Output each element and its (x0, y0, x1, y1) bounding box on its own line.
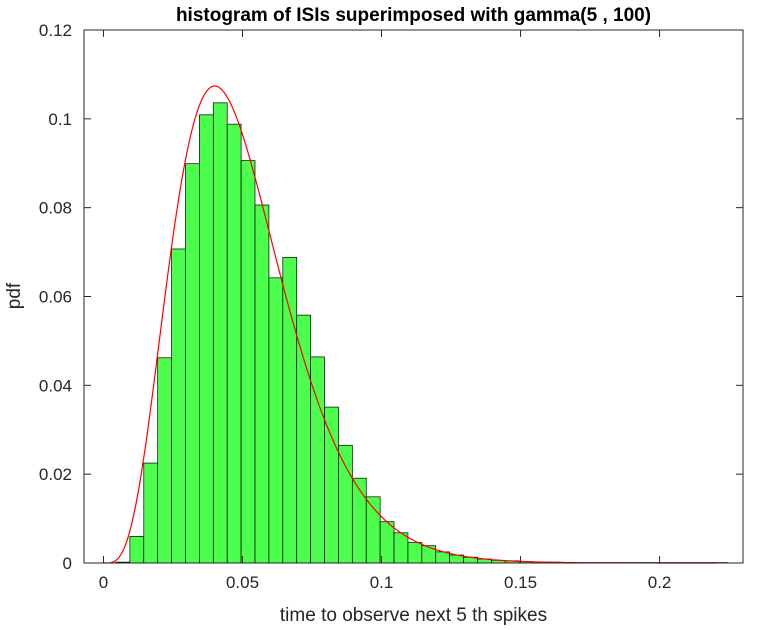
y-axis-label: pdf (4, 282, 25, 309)
histogram-bar (171, 248, 186, 564)
histogram-bar (157, 357, 172, 564)
histogram-bar (212, 102, 228, 564)
histogram-bar (296, 314, 311, 564)
histogram-bar (407, 542, 423, 564)
y-axis-ticks: 0 0.02 0.04 0.06 0.08 0.1 0.12 (39, 21, 743, 573)
histogram-bar (254, 204, 270, 564)
histogram-bar (421, 545, 437, 564)
histogram-bar (268, 277, 284, 564)
x-axis-ticks: 0 0.05 0.1 0.15 0.2 (99, 30, 672, 592)
histogram-bar (435, 551, 450, 564)
histogram-bar (379, 521, 395, 564)
x-axis-label: time to observe next 5 th spikes (280, 605, 547, 626)
histogram-bar (226, 123, 242, 564)
histogram-bar (240, 160, 256, 564)
histogram-bar (143, 462, 159, 564)
y-tick-label: 0.06 (39, 288, 72, 307)
y-tick-label: 0 (63, 554, 72, 573)
histogram-bar (129, 535, 145, 564)
histogram-bar (185, 163, 200, 564)
histogram-bar (365, 496, 381, 564)
x-tick-label: 0.05 (226, 573, 259, 592)
x-tick-label: 0.2 (648, 573, 672, 592)
histogram-bar (282, 257, 298, 564)
histogram-bar (324, 406, 339, 564)
x-tick-label: 0.1 (370, 573, 394, 592)
x-tick-label: 0 (99, 573, 108, 592)
histogram-bar (338, 444, 353, 564)
y-tick-label: 0.1 (48, 110, 72, 129)
histogram-bar (351, 477, 367, 564)
chart-title: histogram of ISIs superimposed with gamm… (176, 5, 651, 26)
y-tick-label: 0.02 (39, 465, 72, 484)
histogram-bars (115, 102, 729, 564)
histogram-bar (393, 532, 409, 564)
y-tick-label: 0.08 (39, 199, 72, 218)
y-tick-label: 0.04 (39, 376, 72, 395)
x-tick-label: 0.15 (504, 573, 537, 592)
y-tick-label: 0.12 (39, 21, 72, 40)
histogram-bar (199, 114, 214, 564)
